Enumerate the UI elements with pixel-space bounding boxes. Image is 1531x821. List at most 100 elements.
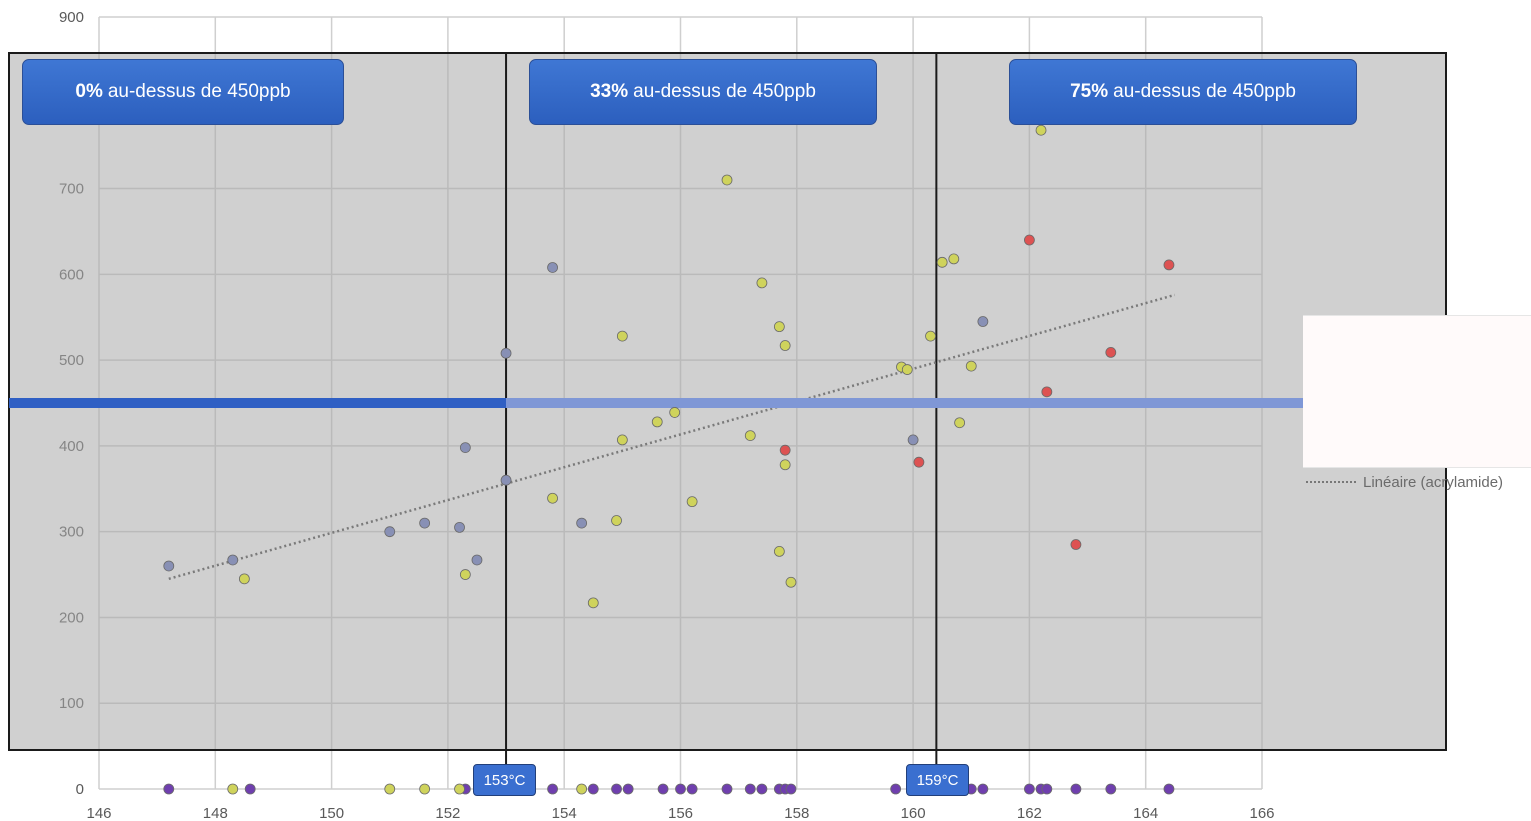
x-tick-label: 164	[1133, 805, 1158, 821]
data-point-axis	[657, 783, 669, 795]
data-point-axis	[547, 783, 558, 795]
data-point-blue	[384, 526, 396, 538]
legend-label: Linéaire (acrylamide)	[1363, 473, 1504, 491]
zone-text: au-dessus de 450ppb	[1113, 81, 1296, 102]
data-point-red	[913, 456, 925, 468]
data-point-axis	[1070, 783, 1082, 795]
zone-percent: 33%	[590, 81, 629, 102]
data-point-blue	[227, 554, 239, 566]
dotted-line-icon	[1306, 481, 1356, 483]
data-point-yellow	[1035, 124, 1047, 136]
data-point-yellow	[384, 783, 396, 795]
data-point-axis	[163, 783, 175, 795]
data-point-red	[1070, 539, 1082, 550]
threshold-line-right	[506, 398, 1303, 408]
temperature-badge-159: 159°C	[906, 764, 969, 796]
threshold-line-left	[9, 398, 506, 408]
data-point-red	[1041, 386, 1053, 398]
data-point-red	[779, 444, 791, 456]
x-tick-label: 148	[203, 805, 228, 821]
data-point-blue	[454, 521, 465, 533]
data-point-axis	[587, 783, 599, 795]
data-point-yellow	[779, 340, 791, 351]
trendline	[168, 293, 1176, 581]
data-point-axis	[622, 783, 634, 795]
temperature-badge-153: 153°C	[473, 764, 536, 796]
data-point-axis	[756, 783, 768, 795]
data-point-blue	[419, 517, 431, 529]
legend-box	[1303, 315, 1531, 468]
x-tick-label: 156	[668, 805, 693, 821]
x-tick-label: 160	[901, 805, 926, 821]
data-point-red	[1163, 259, 1175, 271]
data-point-yellow	[238, 573, 250, 585]
data-point-yellow	[419, 783, 431, 795]
data-point-axis	[675, 783, 686, 795]
data-point-yellow	[651, 416, 663, 428]
zone-label-middle: 33% au-dessus de 450ppb	[529, 59, 877, 125]
data-point-yellow	[227, 783, 239, 795]
data-point-yellow	[756, 277, 768, 289]
data-point-yellow	[901, 364, 913, 375]
data-point-blue	[471, 554, 483, 566]
data-point-yellow	[785, 576, 797, 588]
data-point-blue	[576, 517, 588, 529]
data-point-blue	[500, 474, 512, 486]
data-point-blue	[977, 316, 989, 327]
data-point-red	[1105, 346, 1117, 358]
data-point-yellow	[936, 256, 948, 268]
x-tick-label: 158	[784, 805, 809, 821]
x-tick-label: 146	[86, 805, 111, 821]
data-point-axis	[1163, 783, 1175, 795]
data-point-yellow	[547, 492, 558, 504]
zone-text: au-dessus de 450ppb	[107, 81, 291, 102]
data-point-yellow	[587, 597, 599, 609]
data-point-blue	[907, 434, 919, 446]
data-point-yellow	[965, 360, 977, 372]
data-point-axis	[686, 783, 698, 795]
x-tick-label: 150	[319, 805, 344, 821]
data-point-yellow	[454, 783, 465, 795]
x-tick-label: 166	[1249, 805, 1274, 821]
data-point-axis	[744, 783, 756, 795]
data-point-blue	[500, 347, 512, 359]
y-tick-label: 900	[59, 9, 84, 26]
data-point-yellow	[773, 545, 785, 557]
data-point-axis	[721, 783, 733, 795]
data-point-axis	[785, 783, 797, 795]
zone-label-right: 75% au-dessus de 450ppb	[1009, 59, 1357, 125]
data-point-yellow	[948, 253, 960, 265]
y-tick-label: 0	[76, 781, 84, 798]
data-point-yellow	[576, 783, 588, 795]
data-point-yellow	[459, 569, 471, 580]
data-point-yellow	[686, 496, 698, 508]
data-point-blue	[547, 262, 558, 273]
data-point-axis	[244, 783, 256, 795]
x-tick-label: 162	[1017, 805, 1042, 821]
zone-percent: 0%	[75, 81, 103, 102]
data-point-yellow	[744, 430, 756, 441]
data-point-axis	[1041, 783, 1053, 795]
data-point-axis	[1024, 783, 1035, 795]
data-point-axis	[890, 783, 902, 795]
data-point-yellow	[669, 407, 681, 418]
data-point-axis	[977, 783, 989, 795]
zone-label-left: 0% au-dessus de 450ppb	[22, 59, 344, 125]
data-point-axis	[1105, 783, 1117, 795]
data-point-yellow	[925, 330, 936, 342]
data-point-yellow	[721, 174, 733, 186]
x-tick-label: 154	[552, 805, 577, 821]
data-point-blue	[459, 442, 471, 454]
legend-entry-trendline: Linéaire (acrylamide)	[1306, 472, 1503, 492]
data-point-yellow	[616, 330, 628, 342]
data-point-yellow	[773, 321, 785, 333]
data-point-red	[1024, 234, 1035, 246]
zone-percent: 75%	[1070, 81, 1109, 102]
data-point-yellow	[779, 459, 791, 471]
x-tick-label: 152	[435, 805, 460, 821]
zone-text: au-dessus de 450ppb	[633, 81, 816, 102]
data-point-yellow	[616, 434, 628, 446]
data-point-yellow	[954, 417, 966, 429]
